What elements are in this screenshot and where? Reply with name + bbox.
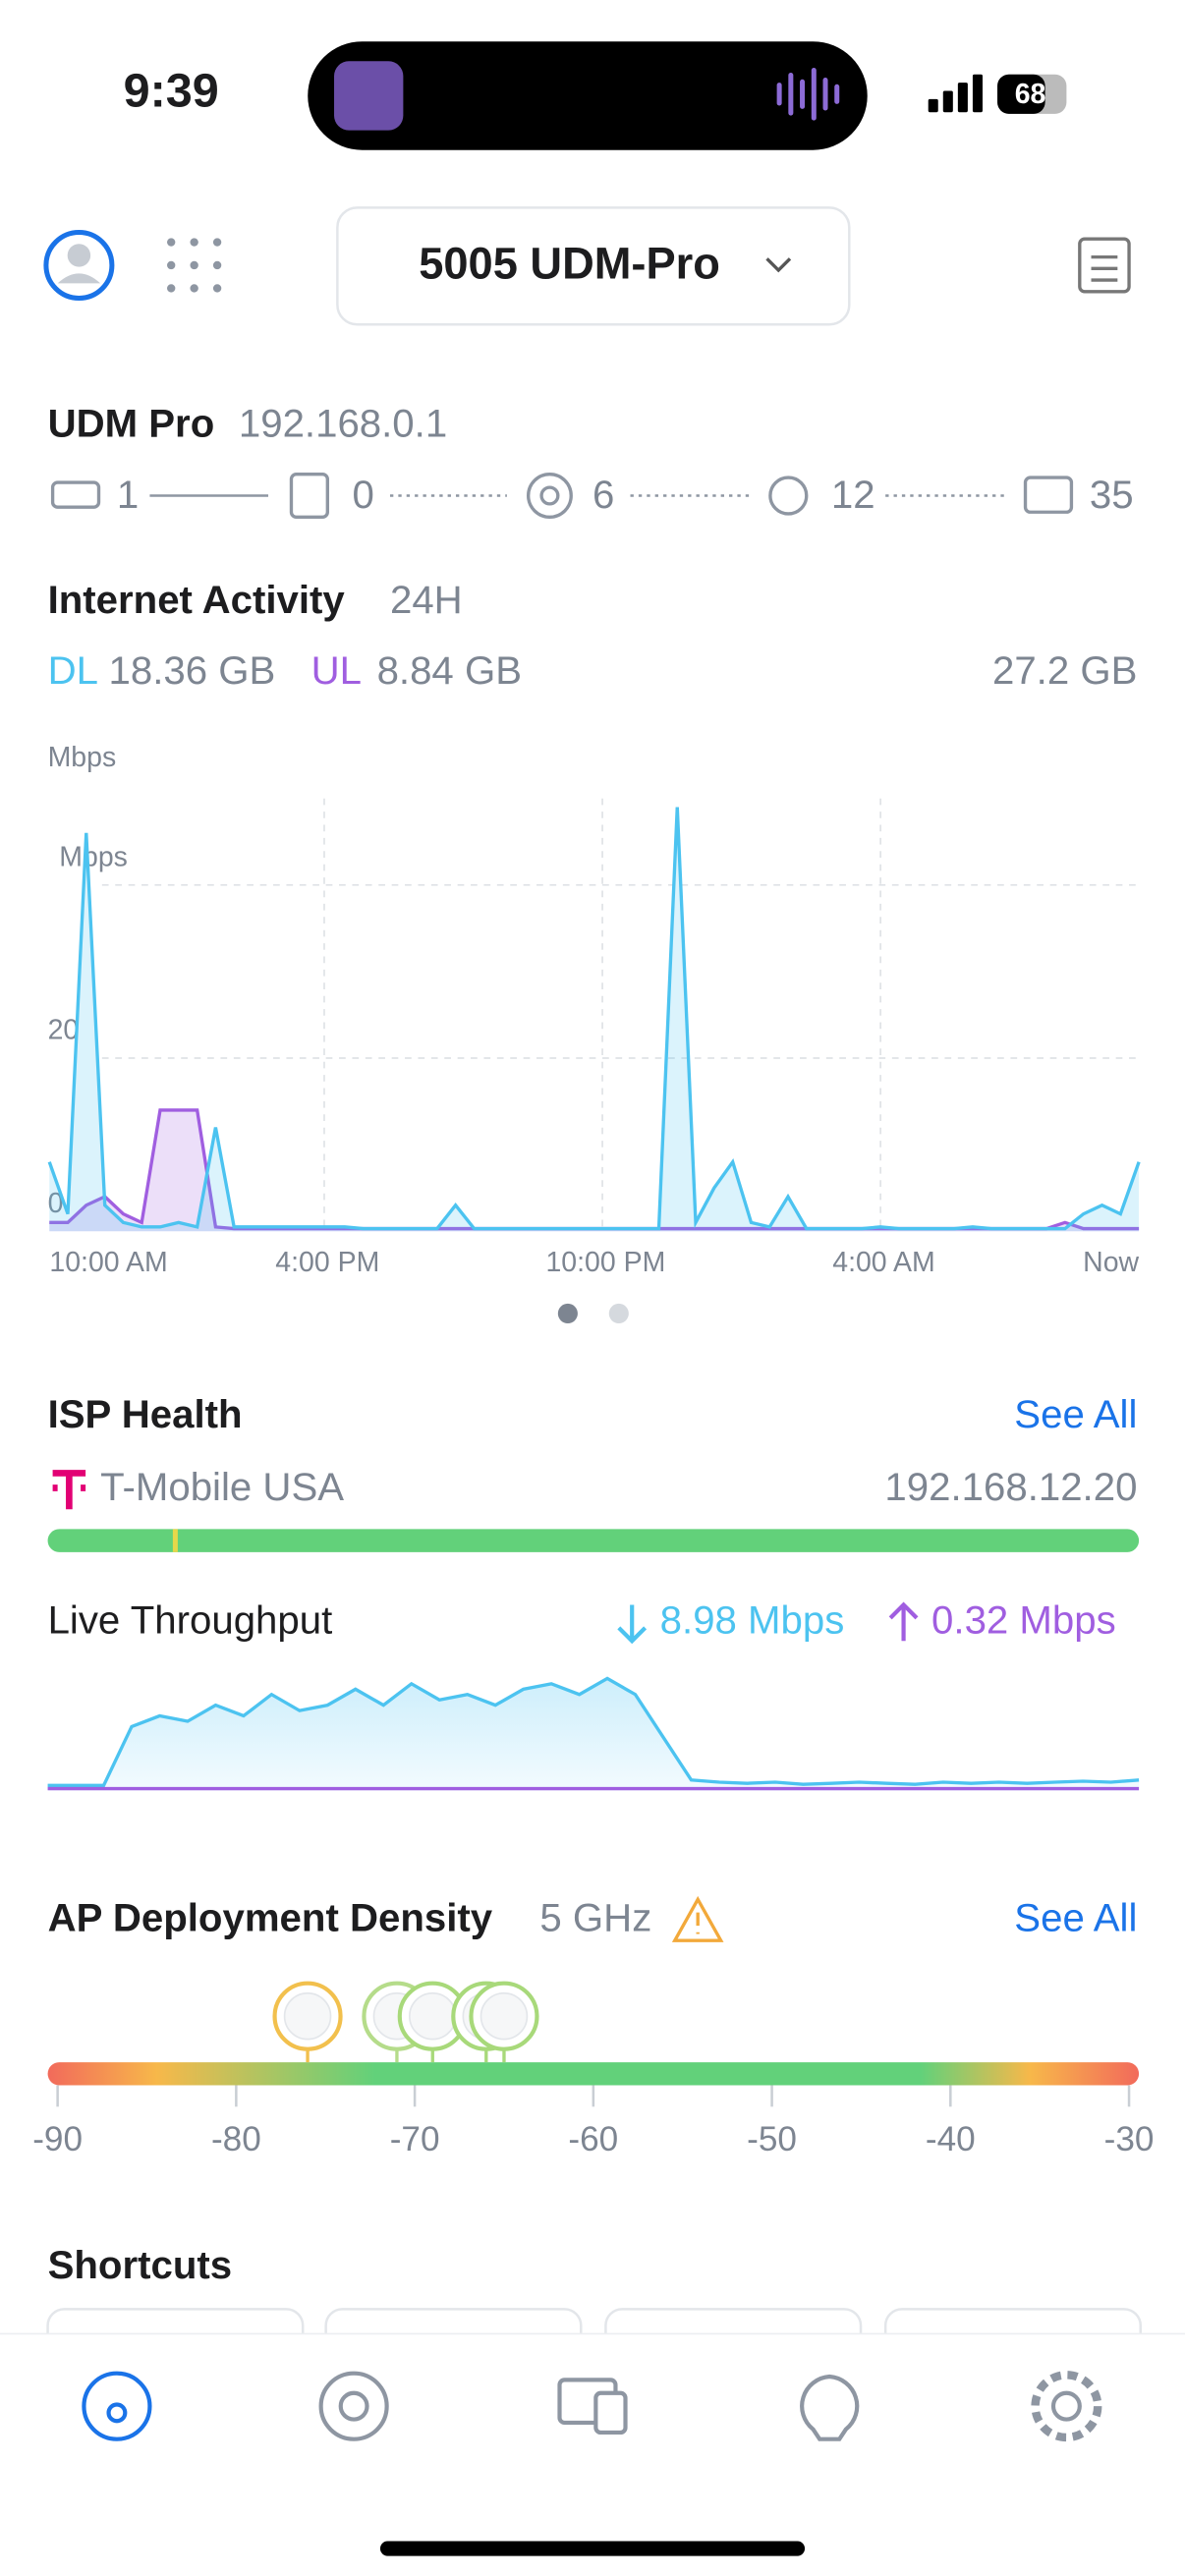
tab-clients-phone bbox=[593, 2390, 628, 2436]
album-art bbox=[334, 61, 404, 131]
y-tick-label: Mbps bbox=[59, 842, 128, 873]
ap-density-chart: -90 -80 -70 -60 -50 -40 -30 bbox=[32, 1981, 1155, 2158]
warning-icon bbox=[671, 1895, 724, 1942]
y-tick-label: 0 bbox=[48, 1188, 64, 1219]
ap-icon-inner bbox=[539, 485, 560, 506]
avatar-head bbox=[67, 244, 91, 267]
x-tick-label: 4:00 AM bbox=[832, 1247, 934, 1278]
down-rate: 8.98 Mbps bbox=[660, 1597, 845, 1642]
ul-total: 8.84 GB bbox=[377, 648, 522, 693]
up-arrow bbox=[888, 1601, 919, 1642]
isp-health-event bbox=[172, 1529, 178, 1552]
section-title: ISP Health bbox=[48, 1392, 243, 1436]
battery-text: 68 bbox=[1015, 79, 1046, 110]
tab-settings[interactable] bbox=[1031, 2371, 1102, 2442]
tab-insights[interactable] bbox=[800, 2374, 860, 2441]
dynamic-island bbox=[308, 41, 868, 150]
ul-legend: UL bbox=[311, 648, 362, 693]
throughput-line bbox=[47, 1676, 1140, 1788]
ap-icon bbox=[527, 473, 573, 519]
x-tick-label: 10:00 PM bbox=[545, 1247, 665, 1278]
ap-marker-inner bbox=[480, 1991, 529, 2041]
see-all[interactable]: See All bbox=[1014, 1896, 1137, 1940]
tab-settings-core bbox=[1050, 2390, 1082, 2422]
clipboard-lines bbox=[1091, 254, 1118, 282]
x-tick-label: -40 bbox=[926, 2120, 976, 2158]
x-tick-label: -90 bbox=[32, 2120, 83, 2158]
y-axis-label: Mbps bbox=[48, 742, 117, 773]
dl-legend: DL bbox=[48, 648, 98, 693]
activity-chart: 0 20 Mbps 10:00 AM 4:00 PM 10:00 PM 4:00 AM Now bbox=[47, 798, 1141, 1278]
chevron bbox=[765, 257, 792, 273]
count-gateway: 1 bbox=[117, 473, 139, 517]
count-wifi-clients: 12 bbox=[831, 473, 875, 517]
period: 24H bbox=[390, 578, 463, 622]
section-title: AP Deployment Density bbox=[48, 1896, 493, 1940]
clipboard-icon[interactable] bbox=[1078, 237, 1131, 294]
total: 27.2 GB bbox=[992, 648, 1137, 693]
section-title: Shortcuts bbox=[48, 2243, 233, 2287]
section-title: Live Throughput bbox=[48, 1597, 333, 1642]
status-time: 9:39 bbox=[124, 65, 219, 118]
down-arrow bbox=[617, 1604, 648, 1645]
isp-logo bbox=[52, 1470, 86, 1510]
rssi-bar bbox=[47, 2062, 1140, 2086]
gateway-icon bbox=[50, 480, 101, 509]
apps-grid[interactable] bbox=[167, 238, 222, 293]
site-name: 5005 UDM-Pro bbox=[419, 239, 720, 289]
x-tick-label: -60 bbox=[568, 2120, 618, 2158]
throughput-area bbox=[47, 1678, 1140, 1791]
up-rate: 0.32 Mbps bbox=[931, 1597, 1116, 1642]
site-selector[interactable] bbox=[336, 206, 851, 326]
dl-total: 18.36 GB bbox=[109, 648, 276, 693]
x-tick-label: Now bbox=[1083, 1247, 1139, 1278]
switch-icon bbox=[289, 473, 330, 519]
avatar-body bbox=[57, 273, 101, 284]
device-name: UDM Pro bbox=[48, 402, 215, 446]
tab-bar bbox=[0, 2333, 1185, 2576]
tab-dashboard-dial bbox=[106, 2402, 128, 2424]
page-dot-active[interactable] bbox=[557, 1303, 578, 1324]
isp-provider: T-Mobile USA bbox=[100, 1465, 344, 1509]
tab-dashboard[interactable] bbox=[82, 2371, 152, 2441]
count-switch: 0 bbox=[352, 473, 373, 517]
ap-marker-inner bbox=[408, 1991, 457, 2041]
count-wired-clients: 35 bbox=[1090, 473, 1134, 517]
signal-icon bbox=[928, 74, 983, 113]
tab-devices[interactable] bbox=[318, 2371, 389, 2441]
page-dot[interactable] bbox=[608, 1303, 629, 1324]
audio-wave bbox=[776, 67, 840, 121]
x-tick-label: -70 bbox=[390, 2120, 440, 2158]
series-area bbox=[49, 807, 1140, 1232]
x-tick-label: 4:00 PM bbox=[275, 1247, 379, 1278]
x-tick-label: -30 bbox=[1104, 2120, 1155, 2158]
isp-ip: 192.168.12.20 bbox=[884, 1465, 1137, 1509]
section-title: Internet Activity bbox=[48, 578, 346, 622]
device-ip: 192.168.0.1 bbox=[239, 402, 447, 446]
y-tick-label: 20 bbox=[48, 1015, 80, 1046]
x-tick-label: 10:00 AM bbox=[49, 1247, 167, 1278]
isp-health-bar bbox=[47, 1529, 1140, 1552]
see-all[interactable]: See All bbox=[1014, 1392, 1137, 1436]
home-indicator bbox=[379, 2541, 806, 2556]
count-ap: 6 bbox=[592, 473, 614, 517]
x-tick-label: -80 bbox=[211, 2120, 261, 2158]
throughput-chart bbox=[47, 1676, 1140, 1791]
tab-devices-inner bbox=[338, 2390, 369, 2422]
ap-marker-inner bbox=[283, 1991, 332, 2041]
band: 5 GHz bbox=[539, 1896, 651, 1940]
battery-level bbox=[997, 74, 1045, 114]
series-line bbox=[47, 807, 1141, 1231]
client-icon bbox=[768, 476, 809, 516]
wired-client-icon bbox=[1023, 476, 1074, 514]
x-tick-label: -50 bbox=[747, 2120, 797, 2158]
